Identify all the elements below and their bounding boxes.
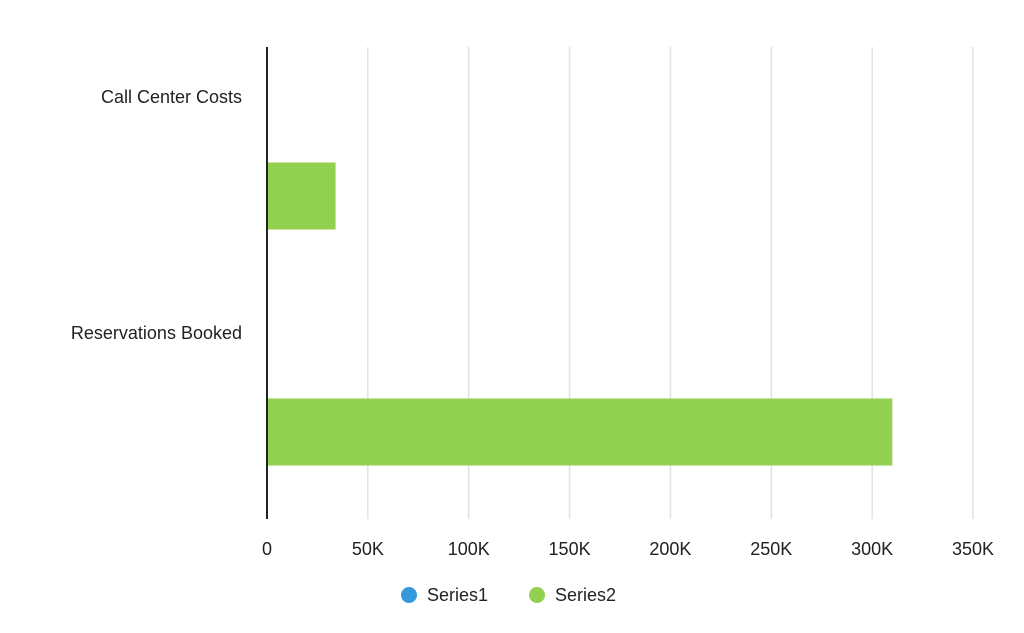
labels: 0 50K 100K 150K 200K 250K 300K 350K Call Center … <box>71 87 994 559</box>
gridlines <box>367 47 974 519</box>
x-tick-label: 0 <box>262 539 272 559</box>
bar <box>267 162 336 230</box>
x-tick-label: 350K <box>952 539 994 559</box>
legend-marker <box>401 587 417 603</box>
x-tick-label: 150K <box>549 539 591 559</box>
legend-marker <box>529 587 545 603</box>
x-tick-label: 100K <box>448 539 490 559</box>
x-tick-label: 50K <box>352 539 384 559</box>
category-label: Reservations Booked <box>71 323 242 343</box>
legend: Series1 Series2 <box>401 585 616 605</box>
bars <box>267 162 893 466</box>
legend-label: Series2 <box>555 585 616 605</box>
legend-label: Series1 <box>427 585 488 605</box>
category-label: Call Center Costs <box>101 87 242 107</box>
x-tick-label: 250K <box>750 539 792 559</box>
x-tick-label: 300K <box>851 539 893 559</box>
bar <box>267 398 893 466</box>
x-tick-label: 200K <box>649 539 691 559</box>
